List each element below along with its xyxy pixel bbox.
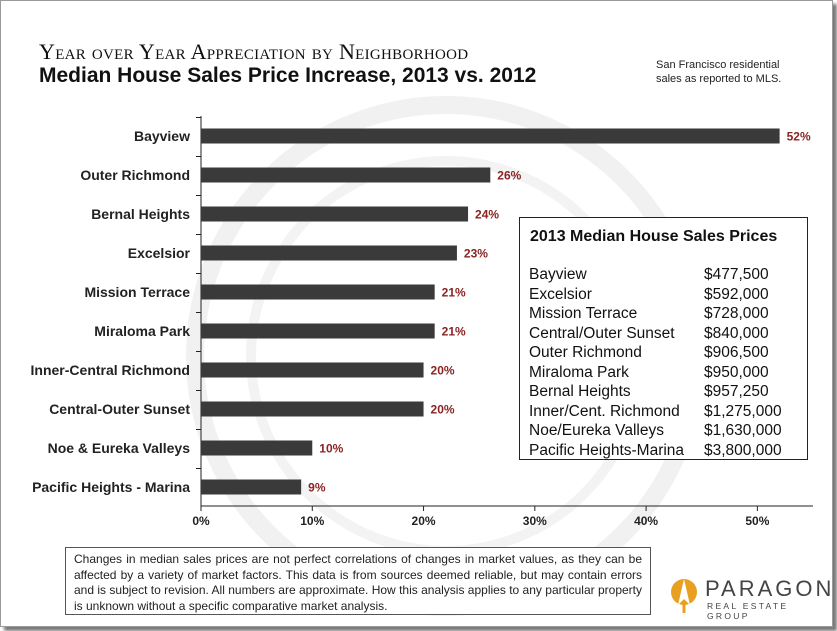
category-label: Noe & Eureka Valleys — [48, 440, 191, 456]
x-tick-label: 40% — [634, 514, 658, 528]
category-label: Bayview — [134, 128, 190, 144]
bar — [201, 206, 469, 222]
data-label: 21% — [442, 325, 466, 339]
price-row-value: $728,000 — [704, 305, 769, 322]
source-note-line2: sales as reported to MLS. — [656, 73, 782, 85]
x-tick-label: 20% — [412, 514, 436, 528]
data-label: 26% — [497, 169, 521, 183]
source-note-line1: San Francisco residential — [656, 59, 780, 71]
price-row-name: Noe/Eureka Valleys — [529, 422, 664, 439]
price-row-name: Bernal Heights — [529, 383, 631, 400]
logo-tagline: REAL ESTATE GROUP — [707, 601, 789, 621]
category-label: Mission Terrace — [84, 284, 190, 300]
logo-wordmark: PARAGON — [705, 576, 833, 601]
price-row: Inner/Cent. Richmond $1,275,000 — [529, 403, 804, 422]
price-row-name: Bayview — [529, 266, 587, 283]
price-table: 2013 Median House Sales Prices Bayview $4… — [519, 217, 808, 460]
bar — [201, 128, 780, 144]
price-row-value: $592,000 — [704, 285, 769, 303]
price-row: Excelsior $592,000 — [529, 286, 804, 305]
data-label: 52% — [787, 130, 811, 144]
category-label: Pacific Heights - Marina — [32, 479, 190, 495]
price-row: Pacific Heights-Marina $3,800,000 — [529, 442, 804, 461]
x-tick-label: 50% — [745, 514, 769, 528]
category-label: Miraloma Park — [94, 323, 190, 339]
price-row: Outer Richmond $906,500 — [529, 344, 804, 363]
price-row: Miraloma Park $950,000 — [529, 364, 804, 383]
price-row-value: $477,500 — [704, 266, 769, 283]
data-label: 24% — [475, 208, 499, 222]
price-row-value: $1,630,000 — [704, 422, 782, 439]
x-tick-label: 10% — [300, 514, 324, 528]
price-row: Bayview $477,500 — [529, 266, 804, 285]
bar — [201, 440, 313, 456]
bar — [201, 167, 491, 183]
data-label: 23% — [464, 247, 488, 261]
price-row-value: $950,000 — [704, 363, 769, 381]
data-label: 9% — [308, 481, 326, 495]
bar — [201, 479, 302, 495]
price-row-name: Mission Terrace — [529, 305, 638, 322]
price-row: Noe/Eureka Valleys $1,630,000 — [529, 422, 804, 441]
bar — [201, 401, 424, 417]
disclaimer-note: Changes in median sales prices are not p… — [65, 547, 651, 615]
category-label: Bernal Heights — [91, 206, 190, 222]
data-label: 20% — [431, 403, 455, 417]
category-label: Central-Outer Sunset — [49, 401, 190, 417]
price-row-name: Central/Outer Sunset — [529, 324, 675, 342]
data-label: 20% — [431, 364, 455, 378]
price-row: Bernal Heights $957,250 — [529, 383, 804, 402]
price-row-value: $906,500 — [704, 344, 769, 361]
price-row-value: $840,000 — [704, 324, 769, 342]
x-tick-label: 30% — [523, 514, 547, 528]
category-label: Inner-Central Richmond — [31, 362, 190, 378]
bar-chart: 0% 10% 20% 30% 40% 50% Bayview 52% Outer Richmon… — [31, 116, 813, 528]
category-label: Excelsior — [128, 245, 191, 261]
chart-subtitle: Median House Sales Price Increase, 2013 … — [39, 64, 537, 87]
data-label: 21% — [442, 286, 466, 300]
price-row-name: Pacific Heights-Marina — [529, 441, 685, 459]
chart-title: Year over Year Appreciation by Neighborh… — [39, 39, 469, 64]
paragon-logo-icon — [671, 579, 697, 613]
data-label: 10% — [319, 442, 343, 456]
bar — [201, 245, 457, 261]
bar — [201, 284, 435, 300]
price-row: Mission Terrace $728,000 — [529, 305, 804, 324]
source-note: San Francisco residential sales as repor… — [656, 58, 826, 86]
bar — [201, 323, 435, 339]
price-row: Central/Outer Sunset $840,000 — [529, 325, 804, 344]
price-row-value: $957,250 — [704, 383, 769, 400]
price-row-name: Inner/Cent. Richmond — [529, 402, 680, 420]
price-row-value: $1,275,000 — [704, 402, 782, 420]
category-label: Outer Richmond — [80, 167, 190, 183]
price-row-name: Outer Richmond — [529, 344, 642, 361]
price-row-name: Miraloma Park — [529, 363, 629, 381]
price-row-value: $3,800,000 — [704, 441, 782, 459]
bar — [201, 362, 424, 378]
x-tick-label: 0% — [192, 514, 210, 528]
price-table-title: 2013 Median House Sales Prices — [530, 228, 778, 245]
price-row-name: Excelsior — [529, 285, 592, 303]
